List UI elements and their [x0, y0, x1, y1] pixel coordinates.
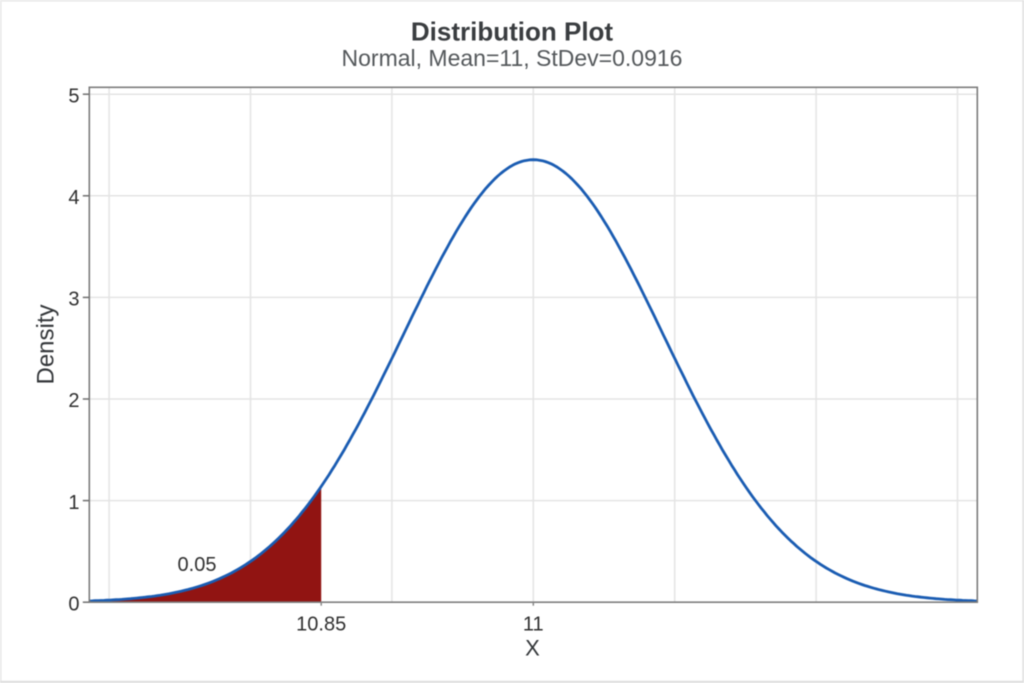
svg-text:Distribution Plot: Distribution Plot — [411, 17, 614, 47]
svg-text:2: 2 — [68, 390, 79, 412]
svg-text:10.85: 10.85 — [296, 614, 346, 636]
svg-text:4: 4 — [68, 187, 79, 209]
svg-text:3: 3 — [68, 289, 79, 311]
svg-text:0.05: 0.05 — [178, 554, 217, 576]
svg-text:1: 1 — [68, 492, 79, 514]
svg-text:X: X — [525, 636, 540, 661]
svg-text:Density: Density — [33, 304, 60, 384]
svg-text:Normal, Mean=11, StDev=0.0916: Normal, Mean=11, StDev=0.0916 — [342, 45, 683, 71]
svg-text:11: 11 — [523, 614, 544, 636]
svg-text:0: 0 — [68, 593, 79, 615]
svg-text:5: 5 — [68, 85, 79, 107]
